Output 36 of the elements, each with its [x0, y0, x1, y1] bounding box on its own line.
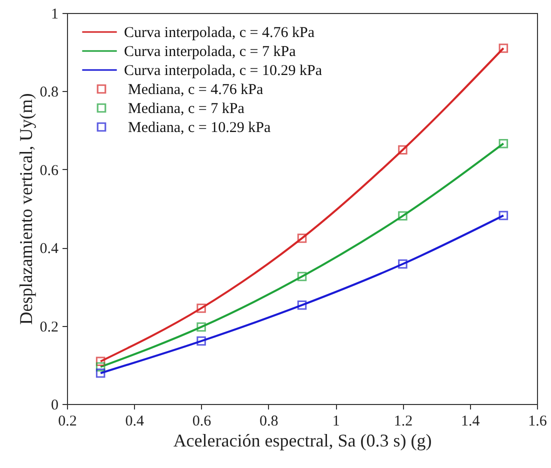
point: [196, 322, 206, 332]
y-tick-label: 0.4: [40, 241, 59, 258]
legend-label: Curva interpolada, c = 4.76 kPa: [124, 25, 315, 41]
point: [297, 272, 307, 282]
y-tick-label: 0.6: [40, 162, 59, 179]
x-tick-label: 1.2: [394, 414, 413, 430]
point: [96, 362, 106, 372]
point: [96, 368, 106, 378]
legend-label: Curva interpolada, c = 7 kPa: [124, 44, 296, 60]
point: [96, 356, 106, 366]
legend-label: Curva interpolada, c = 10.29 kPa: [124, 63, 322, 79]
point: [196, 304, 206, 313]
x-tick-label: 0.6: [192, 414, 212, 430]
point: [297, 234, 307, 243]
point: [498, 44, 508, 53]
x-tick-label: 1: [332, 414, 340, 430]
x-tick-label: 0.8: [260, 414, 278, 430]
legend-label: Mediana, c = 7 kPa: [128, 101, 245, 117]
point: [297, 300, 307, 310]
y-tick-label: 0.2: [40, 319, 58, 336]
legend-label: Mediana, c = 4.76 kPa: [128, 82, 264, 98]
y-tick-label: 0: [51, 398, 58, 414]
x-tick-label: 1.6: [528, 414, 548, 430]
x-tick-label: 0.4: [125, 414, 145, 430]
y-tick-label: 1: [51, 6, 58, 22]
point: [398, 145, 408, 154]
point: [398, 211, 408, 221]
legend-label: Mediana, c = 10.29 kPa: [128, 120, 271, 136]
point: [196, 336, 206, 346]
point: [398, 259, 408, 269]
x-axis-title: Aceleración espectral, Sa (0.3 s) (g): [173, 430, 432, 450]
y-axis-title: Desplazamiento vertical, Uy(m): [16, 93, 36, 325]
point: [498, 210, 508, 220]
y-tick-label: 0.8: [40, 84, 58, 101]
x-tick-label: 1.4: [460, 414, 480, 430]
point: [498, 138, 508, 148]
